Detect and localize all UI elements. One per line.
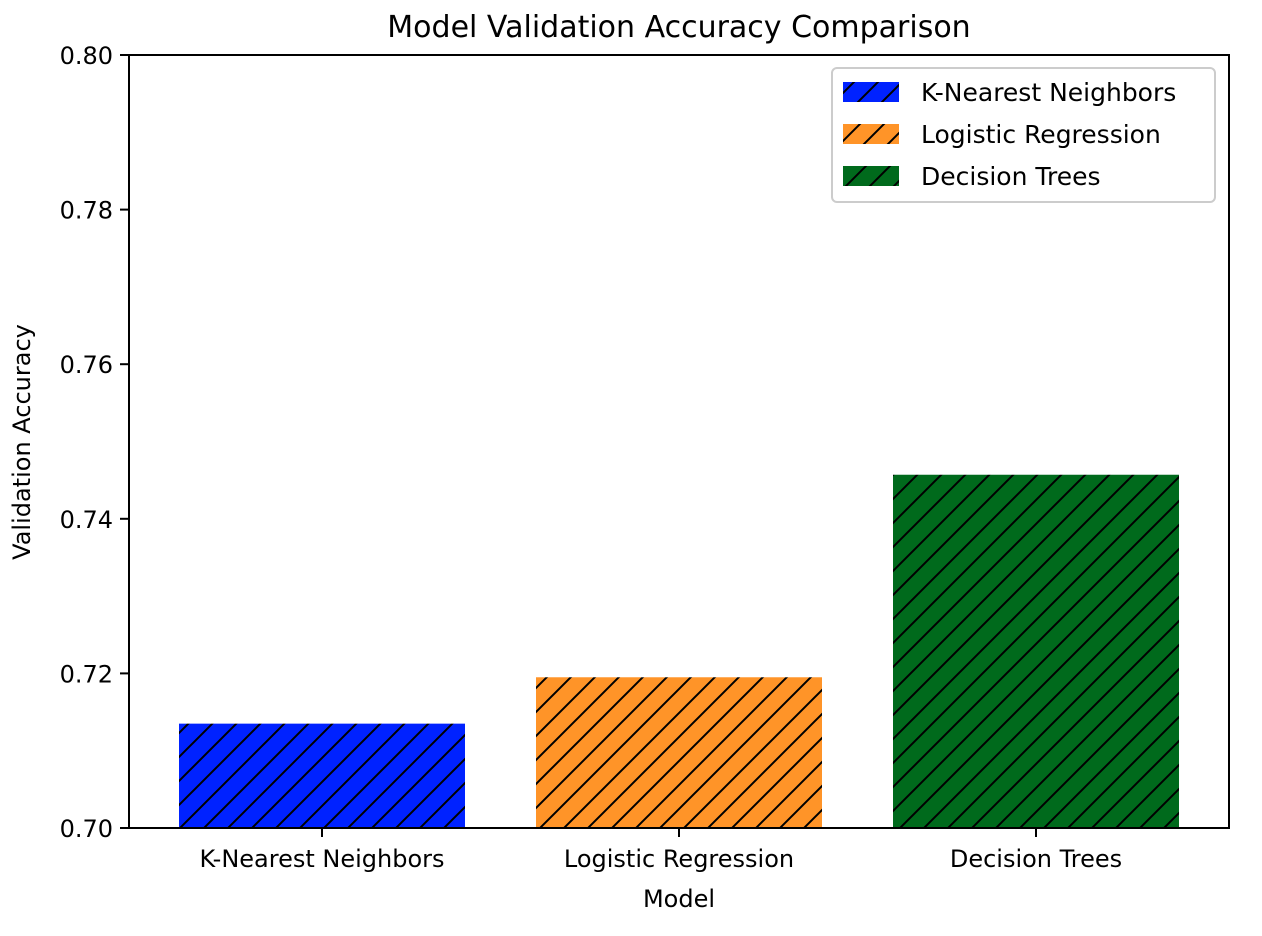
y-tick-label: 0.72 <box>60 660 113 688</box>
legend-label: K-Nearest Neighbors <box>921 78 1176 107</box>
bar-decision-trees <box>893 474 1179 828</box>
y-tick-label: 0.76 <box>60 351 113 379</box>
plot-frame <box>128 54 1230 829</box>
y-tick-label: 0.74 <box>60 506 113 534</box>
bars-layer <box>179 474 1179 828</box>
x-tick-label: Logistic Regression <box>564 845 794 873</box>
x-axis-label: Model <box>643 885 715 913</box>
legend-swatch <box>843 82 899 102</box>
y-axis-label: Validation Accuracy <box>8 324 36 560</box>
chart-title: Model Validation Accuracy Comparison <box>387 10 970 45</box>
legend: K-Nearest Neighbors Logistic Regression De… <box>831 67 1216 203</box>
legend-label: Decision Trees <box>921 162 1101 191</box>
y-tick-label: 0.78 <box>60 197 113 225</box>
y-tick-label: 0.70 <box>60 815 113 843</box>
legend-swatch <box>843 166 899 186</box>
x-tick-label: Decision Trees <box>950 845 1122 873</box>
x-tick-label: K-Nearest Neighbors <box>199 845 444 873</box>
y-axis: 0.70 0.72 0.74 0.76 0.78 0.80 <box>60 42 129 843</box>
bar-k-nearest-neighbors <box>179 723 465 828</box>
legend-box <box>831 67 1216 203</box>
legend-label: Logistic Regression <box>921 120 1161 149</box>
bar-logistic-regression <box>536 677 822 828</box>
x-axis: K-Nearest Neighbors Logistic Regression De… <box>199 828 1122 873</box>
y-tick-label: 0.80 <box>60 42 113 70</box>
legend-swatch <box>843 124 899 144</box>
